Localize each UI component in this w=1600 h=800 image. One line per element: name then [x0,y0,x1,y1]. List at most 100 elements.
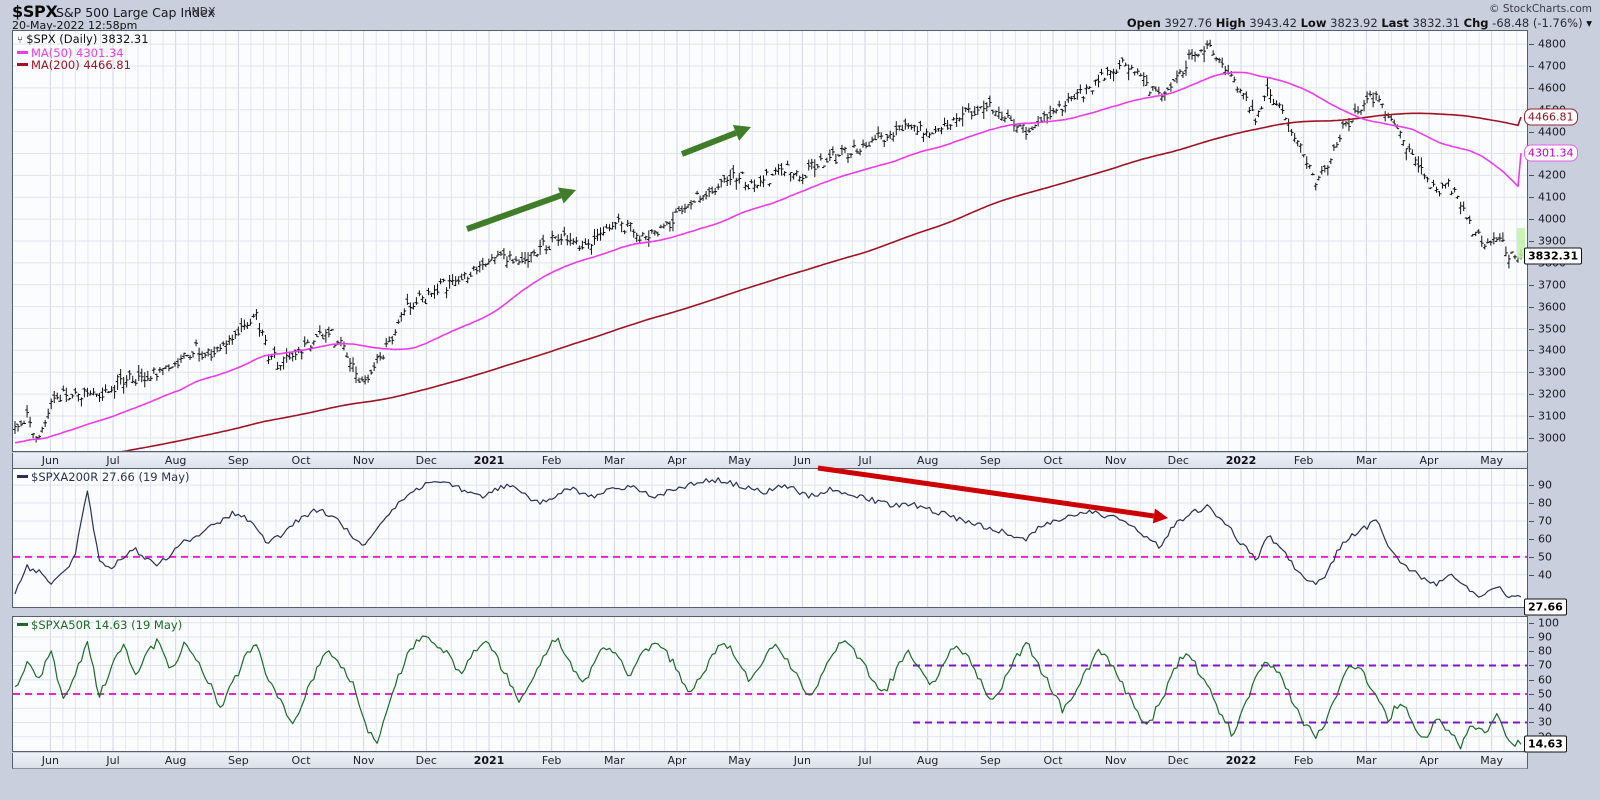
date-axis-upper: Jun Jul Aug Sep Oct Nov Dec 2021 Feb Mar Apr May Jun… [12,453,1528,469]
tick-mark [1529,636,1534,638]
date-label-oct: Oct [1043,754,1063,767]
spxa50r-panel[interactable]: $SPXA50R 14.63 (19 May) [12,616,1528,752]
tick-mark [1529,538,1534,540]
symbol-ticker: $SPX [12,2,58,21]
date-label-nov: Nov [352,754,375,767]
spxa200r-value-tag: 27.66 [1524,598,1567,616]
tick-mark [1529,44,1534,46]
high-value: 3943.42 [1249,16,1297,30]
price-tick-4400: 4400 [1538,125,1566,139]
price-bars [13,39,1523,443]
open-label: Open [1126,16,1161,30]
price-tick-4000: 4000 [1538,212,1566,226]
price-tick-3200: 3200 [1538,387,1566,401]
legend-text: MA(200) 4466.81 [31,58,131,72]
legend-row-1: MA(50) 4301.34 [17,47,149,59]
tick-mark [1529,503,1534,505]
chart-header: $SPX S&P 500 Large Cap Index INDX 20-May… [0,0,1600,32]
price-chart-panel[interactable]: ⑂ $SPX (Daily) 3832.31 MA(50) 4301.34 MA(2… [12,30,1528,452]
chart-timestamp: 20-May-2022 12:58pm [12,19,138,32]
date-label-mar: Mar [1355,754,1377,767]
line-swatch-icon [17,475,28,478]
price-tick-3000: 3000 [1538,431,1566,445]
price-y-axis: 4800470046004500440043004200410040003900… [1524,30,1600,452]
price-tick-3700: 3700 [1538,278,1566,292]
date-label-jun: Jun [793,454,811,467]
date-label-nov: Nov [1104,754,1127,767]
tick-mark [1529,722,1534,724]
tick-mark [1529,350,1534,352]
tick-mark [1529,306,1534,308]
date-label-apr: Apr [667,754,687,767]
price-tick-4700: 4700 [1538,59,1566,73]
last-value: 3832.31 [1412,16,1460,30]
date-label-jun: Jun [793,754,811,767]
date-label-dec: Dec [415,754,437,767]
tick-mark [1529,693,1534,695]
spxa200r-panel[interactable]: $SPXA200R 27.66 (19 May) [12,468,1528,608]
spxa200r-legend: $SPXA200R 27.66 (19 May) [17,471,190,483]
date-label-feb: Feb [1293,454,1314,467]
legend-row-0: ⑂ $SPX (Daily) 3832.31 [17,33,149,47]
spxa200r-tick-60: 60 [1538,532,1552,546]
date-label-may: May [728,454,752,467]
date-label-mar: Mar [603,754,625,767]
tick-mark [1529,485,1534,487]
line-swatch-icon [17,623,28,626]
tick-mark [1529,394,1534,396]
price-panel-legend: ⑂ $SPX (Daily) 3832.31 MA(50) 4301.34 MA(2… [17,33,149,71]
spxa200r-tick-40: 40 [1538,568,1552,582]
spxa200r-y-axis: 90 80 70 60 50 40 27.66 [1524,468,1600,616]
price-tick-4200: 4200 [1538,168,1566,182]
legend-text: $SPXA50R 14.63 (19 May) [31,618,183,632]
date-label-apr: Apr [1419,754,1439,767]
tick-mark [1529,66,1534,67]
spxa50r-tick-70: 70 [1538,658,1552,672]
candle-icon: ⑂ [17,35,27,46]
date-label-oct: Oct [1043,454,1063,467]
spxa50r-value-tag: 14.63 [1524,735,1567,753]
spxa50r-tick-90: 90 [1538,630,1552,644]
tick-mark [1529,372,1534,374]
low-value: 3823.92 [1330,16,1378,30]
low-label: Low [1300,16,1327,30]
tick-mark [1529,556,1534,558]
date-label-feb: Feb [541,454,562,467]
tick-mark [1529,175,1534,177]
tick-mark [1529,219,1534,221]
spxa200r-legend-row: $SPXA200R 27.66 (19 May) [17,471,190,483]
date-label-jul: Jul [106,454,120,467]
price-tick-3500: 3500 [1538,322,1566,335]
tick-mark [1529,416,1534,417]
date-label-sep: Sep [227,454,249,467]
tick-mark [1529,87,1534,89]
spxa50r-y-axis: 100908070605040302014.63 [1524,616,1600,753]
spxa200r-tick-80: 80 [1538,496,1552,510]
spxa50r-legend-row: $SPXA50R 14.63 (19 May) [17,619,182,631]
tick-mark [1529,574,1534,576]
date-label-may: May [1480,754,1504,767]
tick-mark [1529,679,1534,681]
legend-row-2: MA(200) 4466.81 [17,59,149,71]
tick-mark [1529,622,1534,624]
line-swatch-icon [17,63,28,66]
date-label-aug: Aug [164,754,187,767]
date-label-nov: Nov [352,454,375,467]
price-tick-4600: 4600 [1538,81,1566,95]
last-label: Last [1381,16,1409,30]
price-tick-3900: 3900 [1538,234,1566,248]
date-label-sep: Sep [227,754,249,767]
tick-mark [1529,197,1534,199]
date-label-aug: Aug [916,754,939,767]
symbol-name: S&P 500 Large Cap Index [56,5,215,20]
high-label: High [1215,16,1246,30]
tick-mark [1529,437,1534,439]
legend-text: $SPX (Daily) 3832.31 [26,32,149,46]
date-label-oct: Oct [291,754,311,767]
quote-bar: Open 3927.76 High 3943.42 Low 3823.92 La… [1127,16,1592,30]
spxa50r-tick-80: 80 [1538,644,1552,658]
chevron-down-icon[interactable]: ▾ [1586,16,1592,30]
date-label-may: May [728,754,752,767]
date-label-jun: Jun [41,454,59,467]
